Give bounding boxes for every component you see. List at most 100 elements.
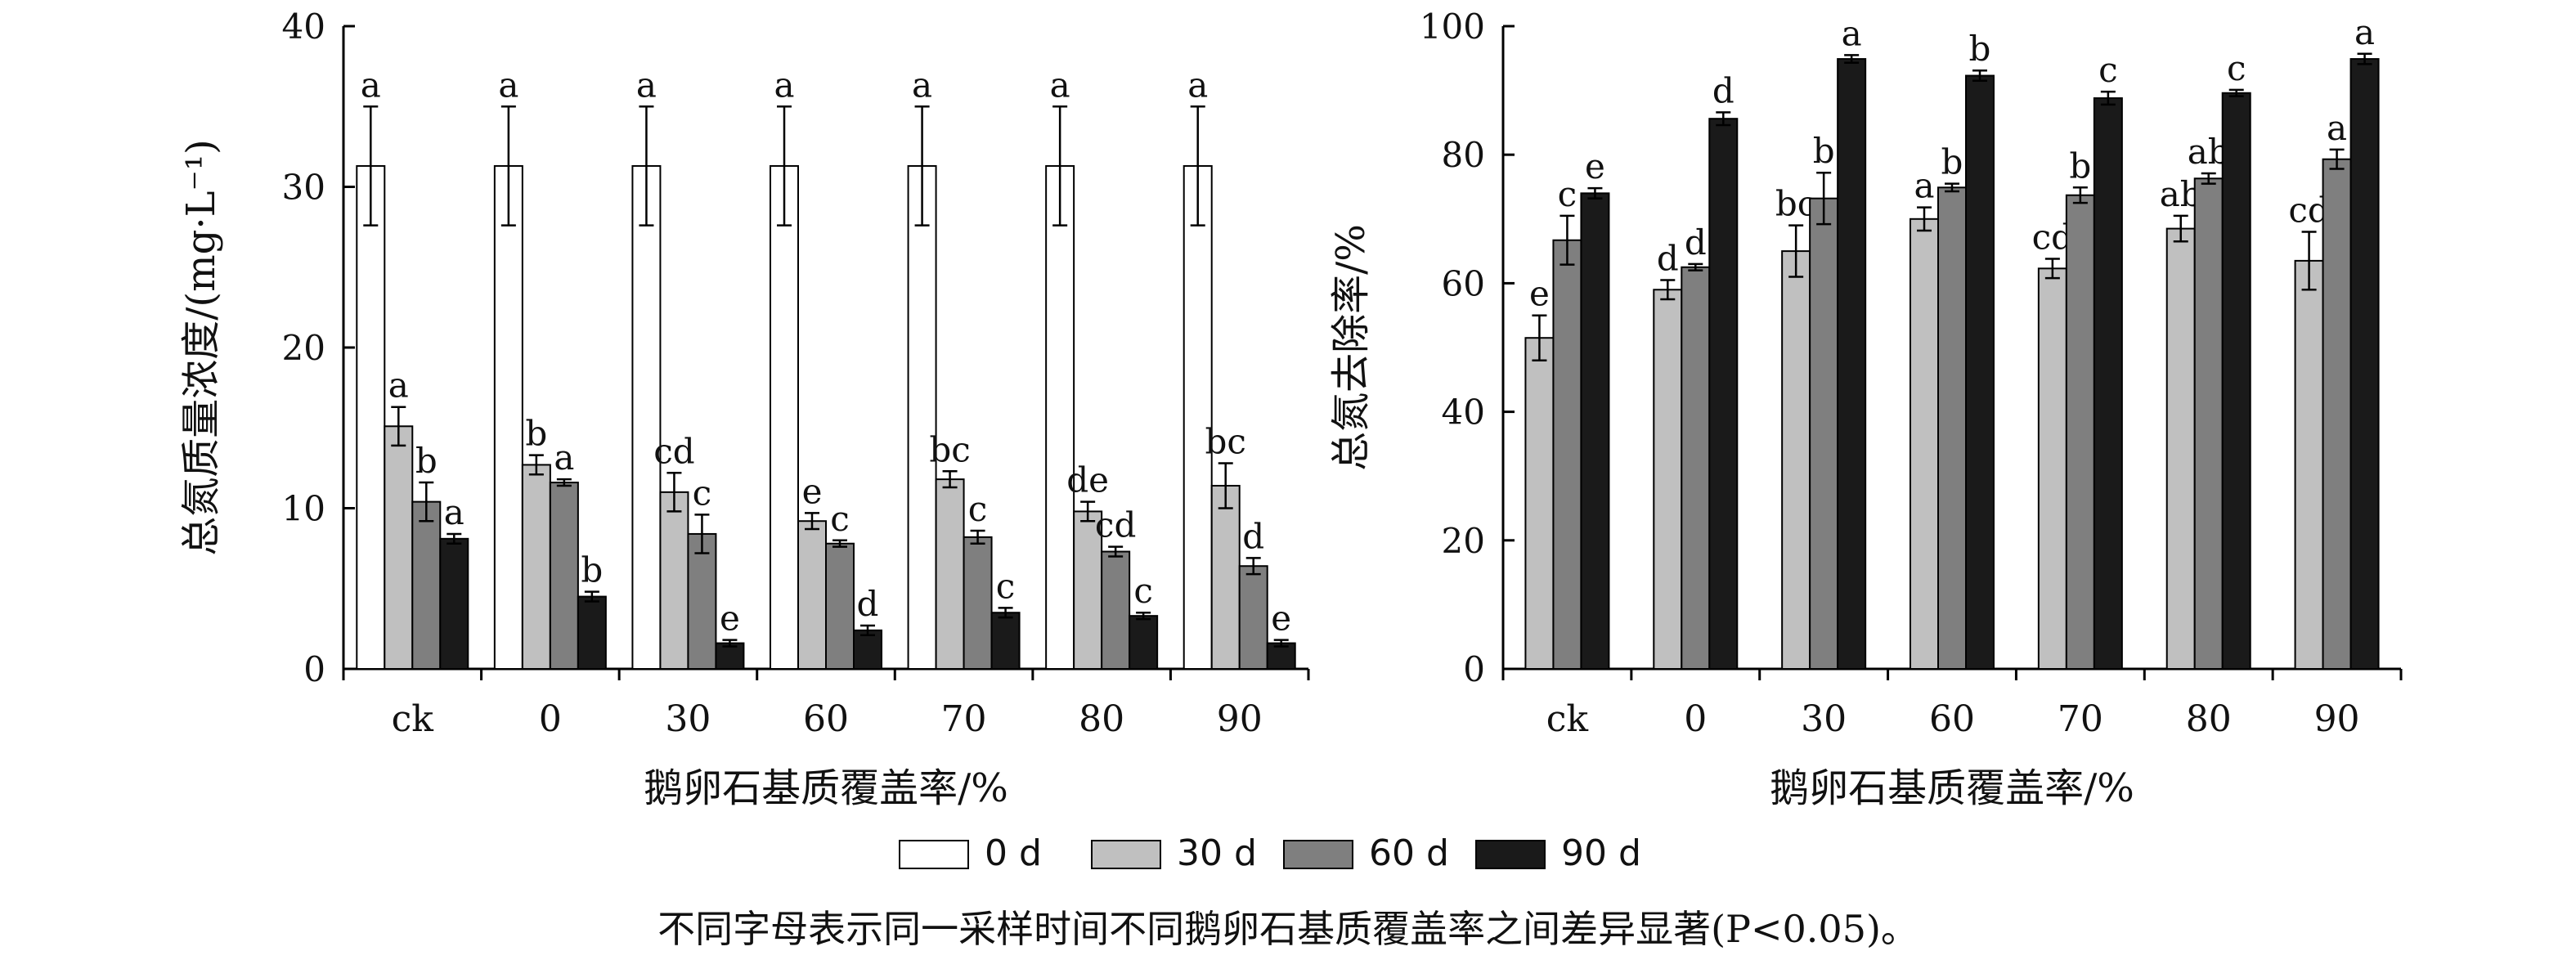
significance-label: e xyxy=(802,471,823,511)
significance-label: cd xyxy=(1095,505,1136,545)
significance-label: b xyxy=(2069,146,2091,186)
legend-swatch xyxy=(1475,840,1546,869)
bar xyxy=(853,629,882,671)
bar xyxy=(1073,510,1103,670)
significance-label: c xyxy=(1558,174,1577,214)
significance-label: d xyxy=(1712,70,1735,110)
significance-label: c xyxy=(1133,571,1153,611)
significance-label: e xyxy=(1271,599,1291,639)
significance-label: a xyxy=(388,366,409,406)
significance-label: e xyxy=(1585,146,1605,186)
x-tick-label: 30 xyxy=(665,698,711,740)
bar xyxy=(1129,615,1159,671)
x-tick-label: 90 xyxy=(2314,698,2360,740)
significance-label: a xyxy=(1842,13,1862,53)
x-tick-label: 60 xyxy=(803,698,849,740)
bar xyxy=(770,164,799,670)
significance-label: a xyxy=(2354,12,2375,52)
x-tick-label: 30 xyxy=(1801,698,1847,740)
bar xyxy=(1837,58,1867,670)
significance-label: a xyxy=(361,65,381,105)
bar xyxy=(715,642,745,670)
significance-label: c xyxy=(2098,50,2118,90)
significance-label: e xyxy=(720,599,740,639)
significance-label: a xyxy=(498,65,518,105)
significance-label: a xyxy=(554,437,574,478)
significance-label: d xyxy=(1242,516,1264,556)
legend-label: 0 d xyxy=(985,832,1042,874)
significance-label: a xyxy=(2327,108,2347,148)
x-axis-label: 鹅卵石基质覆盖率/% xyxy=(1770,765,2134,811)
x-tick-label: ck xyxy=(1546,698,1589,740)
bar xyxy=(935,478,965,670)
x-tick-label: ck xyxy=(392,698,434,740)
bar xyxy=(1580,192,1610,671)
significance-label: d xyxy=(857,584,879,624)
bar xyxy=(990,612,1021,670)
significance-label: a xyxy=(1050,65,1070,105)
significance-label: b xyxy=(525,414,547,454)
bar xyxy=(1101,550,1131,670)
bar xyxy=(439,537,469,671)
bar xyxy=(1910,218,1939,670)
significance-label: c xyxy=(830,499,850,539)
bar xyxy=(2349,58,2380,670)
y-tick-label: 60 xyxy=(1442,263,1485,303)
y-tick-label: 100 xyxy=(1420,7,1485,47)
y-axis-label: 总氮去除率/% xyxy=(1328,224,1374,471)
significance-label: a xyxy=(636,65,657,105)
significance-label: c xyxy=(968,489,988,529)
bar xyxy=(549,482,579,670)
bar xyxy=(1781,250,1811,670)
x-tick-label: 70 xyxy=(941,698,987,740)
y-tick-label: 40 xyxy=(282,7,325,47)
significance-label: a xyxy=(1914,166,1934,206)
chart-total-nitrogen-removal-rate: 0 20 40 60 80 100 ck 0 30 60 70 80 90 鹅卵石基质覆盖率/% 总氮去除率… xyxy=(1328,7,2403,811)
bar xyxy=(1937,186,1967,670)
bar xyxy=(825,542,855,670)
bar xyxy=(577,595,607,671)
bar xyxy=(907,164,937,670)
y-tick-label: 80 xyxy=(1442,135,1485,175)
significance-label: bc xyxy=(1205,421,1246,461)
significance-label: a xyxy=(912,65,932,105)
bar xyxy=(1045,164,1075,670)
significance-label: a xyxy=(774,65,794,105)
significance-label: c xyxy=(996,566,1016,606)
bar xyxy=(2322,158,2352,670)
significance-label: b xyxy=(415,441,438,481)
y-tick-label: 20 xyxy=(1442,521,1485,561)
x-tick-label: 0 xyxy=(1684,698,1707,740)
significance-label: c xyxy=(2227,48,2246,88)
y-axis-label: 总氮质量浓度/(mg·L⁻¹) xyxy=(178,139,224,556)
y-tick-label: 30 xyxy=(282,168,325,208)
legend: 0 d 30 d 60 d 90 d xyxy=(899,832,1641,874)
significance-label: b xyxy=(1813,131,1835,171)
legend-label: 90 d xyxy=(1561,832,1641,874)
x-tick-label: 80 xyxy=(1079,698,1124,740)
bar xyxy=(797,520,827,670)
bar xyxy=(1552,239,1582,671)
x-tick-label: 0 xyxy=(539,698,562,740)
y-tick-label: 0 xyxy=(303,649,325,689)
bar xyxy=(1238,565,1268,670)
legend-swatch xyxy=(1091,840,1161,869)
significance-label: c xyxy=(693,473,712,513)
bar xyxy=(1708,118,1739,670)
bar xyxy=(1524,337,1555,670)
bar xyxy=(1210,484,1241,670)
bar xyxy=(2093,97,2123,671)
bar xyxy=(2294,259,2324,670)
significance-label: e xyxy=(1529,274,1550,314)
x-tick-label: 90 xyxy=(1217,698,1263,740)
bar xyxy=(1183,164,1213,670)
significance-label: d xyxy=(1657,238,1679,278)
bar xyxy=(356,164,386,670)
bar xyxy=(1965,74,1995,671)
bar xyxy=(1653,289,1683,670)
bar xyxy=(2193,177,2224,671)
x-tick-label: 70 xyxy=(2058,698,2103,740)
significance-label: b xyxy=(581,550,603,590)
bar xyxy=(659,491,689,670)
